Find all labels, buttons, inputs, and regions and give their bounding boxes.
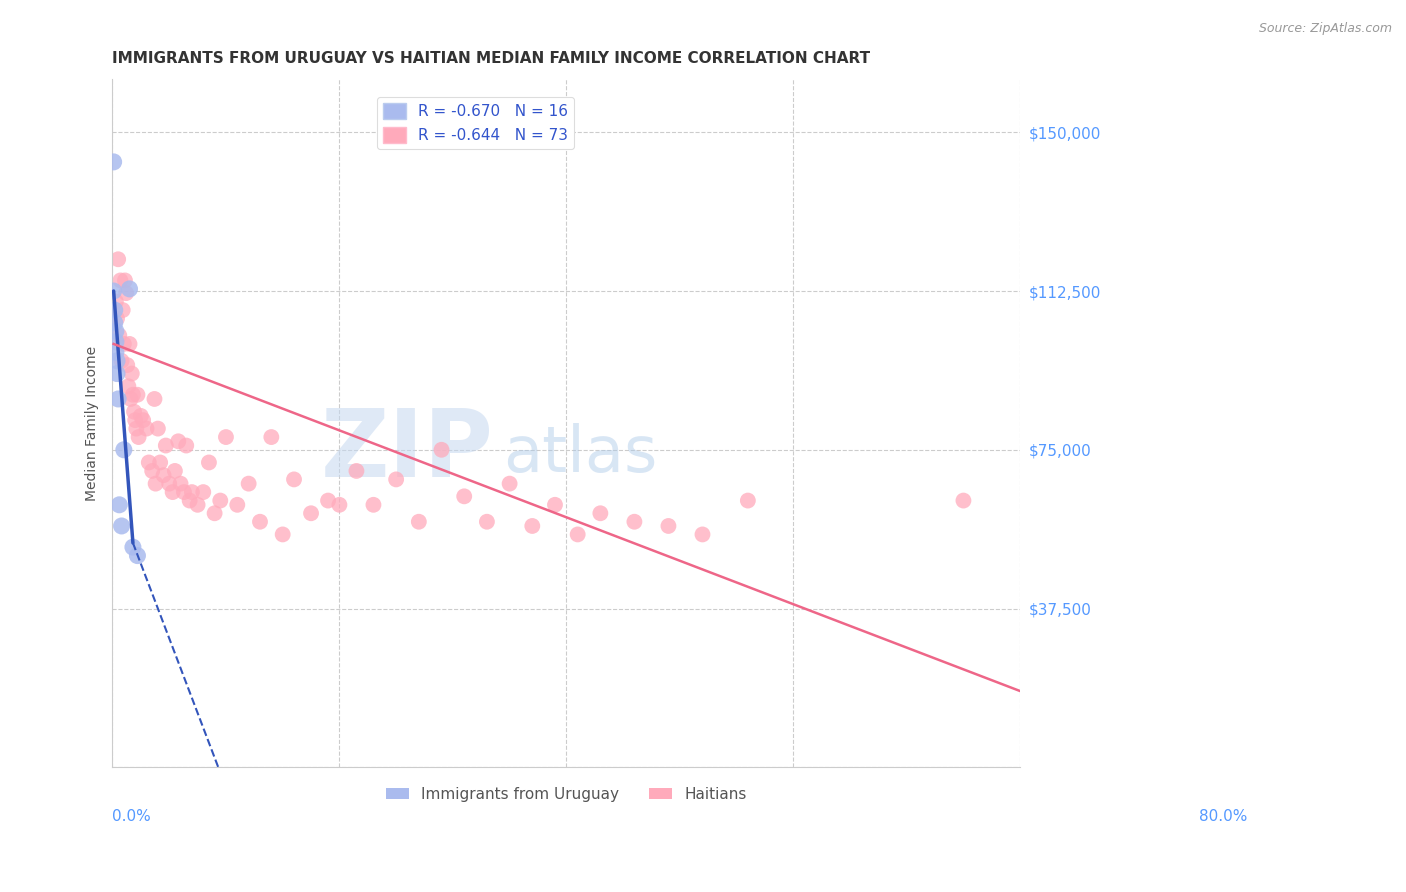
Point xyxy=(105,311,128,326)
Point xyxy=(271,527,294,541)
Point xyxy=(125,421,148,435)
Point xyxy=(145,476,167,491)
Point xyxy=(163,464,186,478)
Point xyxy=(124,413,146,427)
Point xyxy=(110,273,132,287)
Text: 0.0%: 0.0% xyxy=(112,808,152,823)
Point xyxy=(209,493,232,508)
Point xyxy=(103,154,125,169)
Point xyxy=(129,409,152,423)
Point xyxy=(385,472,408,486)
Point xyxy=(408,515,430,529)
Point xyxy=(226,498,249,512)
Point xyxy=(589,506,612,520)
Point xyxy=(152,468,174,483)
Point xyxy=(104,334,127,349)
Point xyxy=(475,515,498,529)
Point xyxy=(104,316,127,330)
Point xyxy=(104,294,127,309)
Point xyxy=(122,405,145,419)
Point xyxy=(155,438,177,452)
Point xyxy=(122,388,145,402)
Point xyxy=(453,489,475,503)
Point xyxy=(346,464,368,478)
Point xyxy=(104,345,127,359)
Point xyxy=(107,252,129,267)
Y-axis label: Median Family Income: Median Family Income xyxy=(86,346,100,501)
Text: IMMIGRANTS FROM URUGUAY VS HAITIAN MEDIAN FAMILY INCOME CORRELATION CHART: IMMIGRANTS FROM URUGUAY VS HAITIAN MEDIA… xyxy=(112,51,870,66)
Point xyxy=(120,392,142,406)
Point xyxy=(952,493,974,508)
Point xyxy=(174,438,197,452)
Point xyxy=(112,337,135,351)
Point xyxy=(567,527,589,541)
Point xyxy=(108,498,131,512)
Point xyxy=(118,337,141,351)
Point xyxy=(115,286,138,301)
Text: atlas: atlas xyxy=(503,424,657,485)
Point xyxy=(146,421,169,435)
Point xyxy=(299,506,322,520)
Point xyxy=(157,476,180,491)
Point xyxy=(328,498,350,512)
Point xyxy=(105,367,128,381)
Point xyxy=(107,392,129,406)
Point xyxy=(143,392,166,406)
Point xyxy=(114,273,136,287)
Point xyxy=(179,493,201,508)
Point xyxy=(108,328,131,343)
Point xyxy=(132,413,155,427)
Point xyxy=(204,506,226,520)
Point xyxy=(122,540,145,554)
Point xyxy=(363,498,385,512)
Point xyxy=(544,498,567,512)
Text: Source: ZipAtlas.com: Source: ZipAtlas.com xyxy=(1258,22,1392,36)
Point xyxy=(692,527,714,541)
Point xyxy=(103,284,125,298)
Point xyxy=(127,388,149,402)
Point xyxy=(187,498,209,512)
Point xyxy=(180,485,202,500)
Point xyxy=(104,303,127,318)
Point xyxy=(522,519,544,533)
Point xyxy=(162,485,184,500)
Point xyxy=(430,442,453,457)
Point xyxy=(135,421,157,435)
Point xyxy=(173,485,195,500)
Point xyxy=(104,324,127,338)
Text: 80.0%: 80.0% xyxy=(1199,808,1247,823)
Point xyxy=(260,430,283,444)
Text: ZIP: ZIP xyxy=(321,405,494,497)
Point xyxy=(238,476,260,491)
Point xyxy=(215,430,238,444)
Point xyxy=(149,455,172,469)
Point xyxy=(657,519,679,533)
Point xyxy=(141,464,163,478)
Point xyxy=(167,434,190,449)
Point xyxy=(737,493,759,508)
Point xyxy=(498,476,520,491)
Point xyxy=(112,442,135,457)
Point xyxy=(110,354,132,368)
Point xyxy=(118,282,141,296)
Point xyxy=(117,379,139,393)
Point xyxy=(283,472,305,486)
Point xyxy=(111,303,134,318)
Point xyxy=(128,430,150,444)
Point xyxy=(127,549,149,563)
Point xyxy=(121,367,143,381)
Point xyxy=(105,354,128,368)
Point xyxy=(193,485,215,500)
Point xyxy=(249,515,271,529)
Point xyxy=(316,493,339,508)
Point xyxy=(110,519,132,533)
Point xyxy=(198,455,221,469)
Point xyxy=(623,515,645,529)
Legend: Immigrants from Uruguay, Haitians: Immigrants from Uruguay, Haitians xyxy=(380,780,754,808)
Point xyxy=(138,455,160,469)
Point xyxy=(169,476,191,491)
Point xyxy=(117,358,139,372)
